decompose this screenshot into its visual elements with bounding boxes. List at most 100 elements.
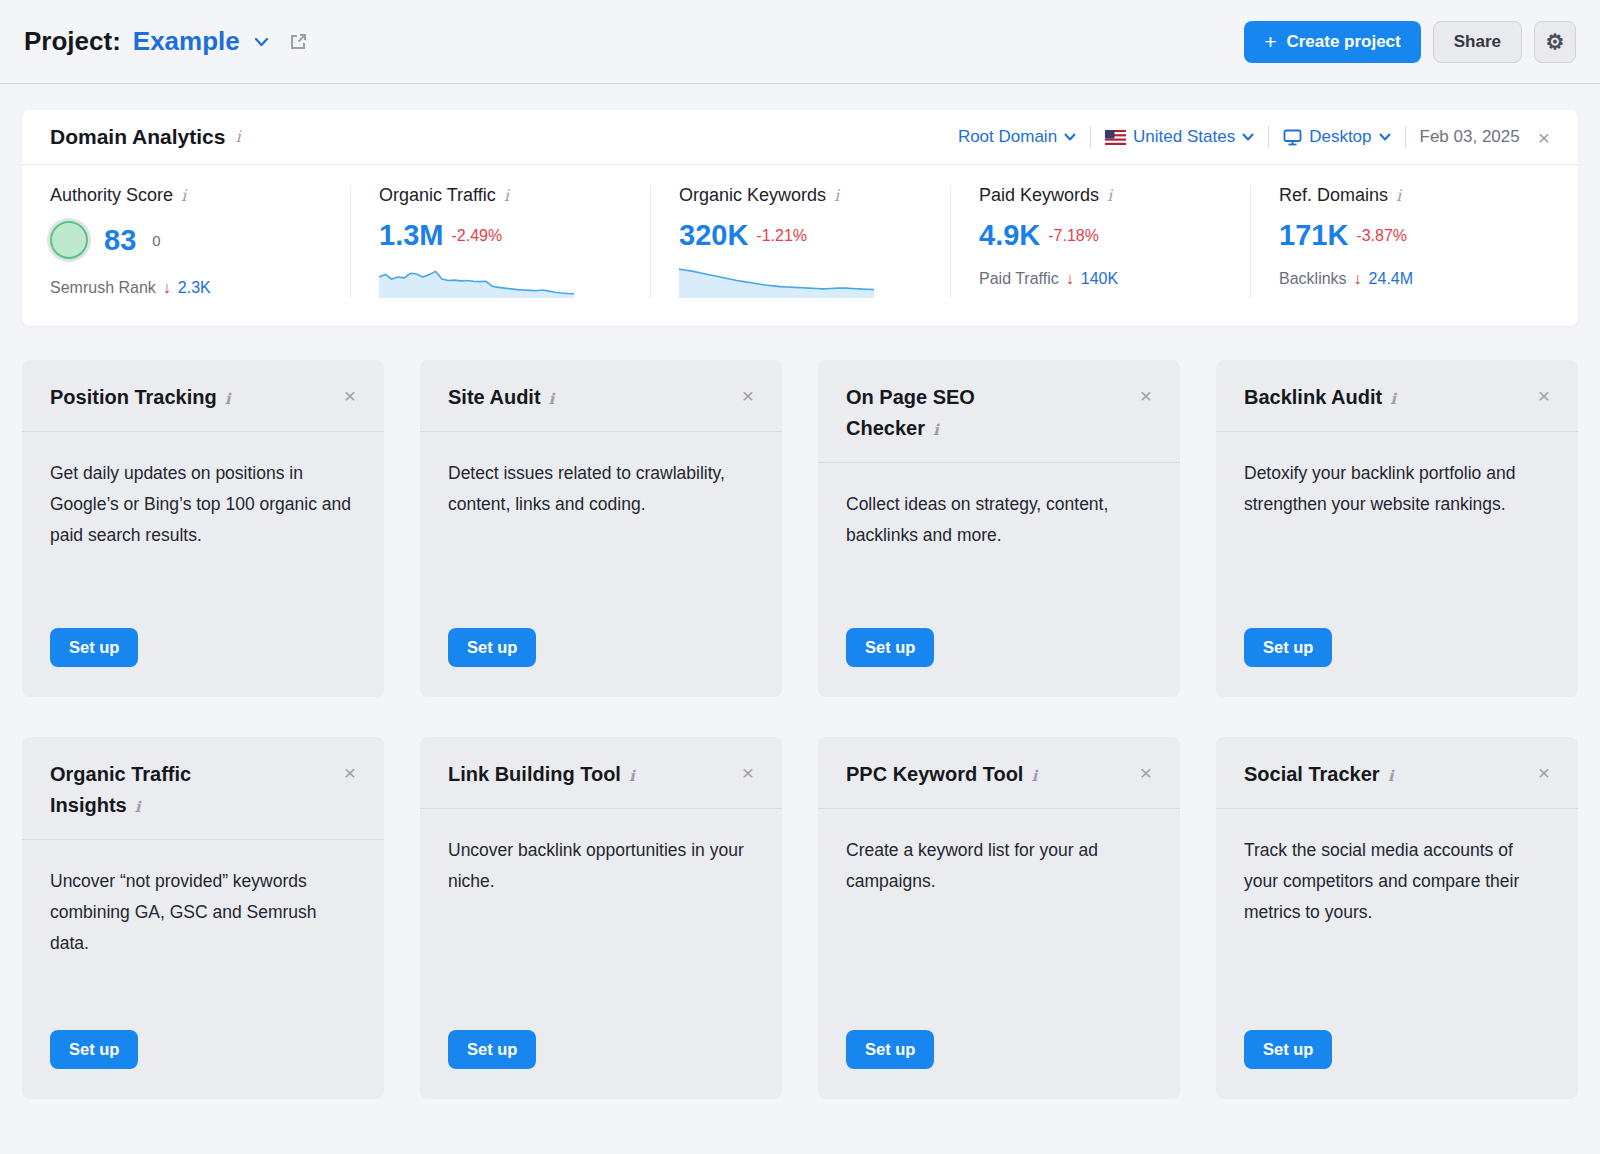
- close-icon[interactable]: ×: [1140, 382, 1152, 406]
- setup-button[interactable]: Set up: [846, 628, 934, 667]
- info-icon[interactable]: i: [1031, 767, 1037, 785]
- sub-metric-label: Paid Traffic: [979, 270, 1059, 288]
- plus-icon: +: [1264, 31, 1276, 52]
- setup-button[interactable]: Set up: [448, 628, 536, 667]
- info-icon[interactable]: i: [629, 767, 635, 785]
- metric-label: Authority Score: [50, 185, 173, 206]
- card-title: PPC Keyword Tool: [846, 763, 1023, 785]
- metric-value[interactable]: 4.9K: [979, 221, 1040, 250]
- setup-button[interactable]: Set up: [846, 1030, 934, 1069]
- card-link-building-tool: Link Building Tool i × Uncover backlink o…: [420, 737, 782, 1099]
- info-icon[interactable]: i: [1396, 188, 1401, 204]
- info-icon[interactable]: i: [504, 188, 509, 204]
- info-icon[interactable]: i: [1390, 390, 1396, 408]
- divider: [1405, 126, 1406, 148]
- card-on-page-seo-checker: On Page SEO Checkeri × Collect ideas on …: [818, 360, 1180, 697]
- metric-organic-keywords: Organic Keywords i 320K -1.21%: [650, 185, 950, 298]
- card-title: Organic Traffic Insights: [50, 763, 191, 816]
- chevron-down-icon: [1064, 133, 1076, 141]
- close-icon[interactable]: ×: [344, 759, 356, 783]
- authority-score-gauge: [50, 221, 88, 259]
- metric-label: Organic Traffic: [379, 185, 496, 206]
- metric-delta: -7.18%: [1048, 227, 1099, 245]
- card-description: Collect ideas on strategy, content, back…: [846, 489, 1152, 551]
- metric-value[interactable]: 320K: [679, 221, 748, 250]
- create-project-label: Create project: [1286, 32, 1400, 52]
- sub-metric-value[interactable]: 24.4M: [1369, 270, 1413, 288]
- external-link-icon[interactable]: [289, 32, 308, 51]
- down-arrow-icon: ↓: [163, 279, 171, 297]
- domain-analytics-panel: Domain Analytics i Root Domain United St…: [22, 110, 1578, 326]
- device-filter[interactable]: Desktop: [1283, 127, 1390, 147]
- card-site-audit: Site Auditi × Detect issues related to c…: [420, 360, 782, 697]
- organic-keywords-sparkline: [679, 260, 874, 298]
- card-description: Detoxify your backlink portfolio and str…: [1244, 458, 1550, 520]
- settings-button[interactable]: ⚙: [1534, 21, 1576, 63]
- metric-value[interactable]: 1.3M: [379, 221, 443, 250]
- metric-paid-keywords: Paid Keywords i 4.9K -7.18% Paid Traffic…: [950, 185, 1250, 298]
- us-flag-icon: [1105, 130, 1126, 145]
- metric-authority-score: Authority Score i 83 0 Semrush Rank ↓ 2.…: [50, 185, 350, 298]
- filters-bar: Root Domain United States Desktop: [958, 126, 1550, 148]
- setup-button[interactable]: Set up: [50, 1030, 138, 1069]
- country-filter[interactable]: United States: [1105, 127, 1254, 147]
- card-social-tracker: Social Tracker i × Track the social media…: [1216, 737, 1578, 1099]
- setup-button[interactable]: Set up: [1244, 1030, 1332, 1069]
- info-icon[interactable]: i: [181, 188, 186, 204]
- card-description: Create a keyword list for your ad campai…: [846, 835, 1152, 897]
- close-icon[interactable]: ×: [1538, 382, 1550, 406]
- card-description: Uncover “not provided” keywords combinin…: [50, 866, 356, 959]
- card-title: Social Tracker: [1244, 763, 1380, 785]
- domain-analytics-header: Domain Analytics i Root Domain United St…: [22, 110, 1578, 165]
- close-icon[interactable]: ×: [742, 382, 754, 406]
- info-icon[interactable]: i: [135, 798, 141, 816]
- info-icon[interactable]: i: [1107, 188, 1112, 204]
- metric-label: Ref. Domains: [1279, 185, 1388, 206]
- setup-button[interactable]: Set up: [448, 1030, 536, 1069]
- project-label: Project:: [24, 26, 121, 57]
- desktop-icon: [1283, 129, 1302, 146]
- root-domain-filter[interactable]: Root Domain: [958, 127, 1076, 147]
- card-description: Track the social media accounts of your …: [1244, 835, 1550, 928]
- metric-value-note: 0: [152, 232, 160, 249]
- close-icon[interactable]: ×: [742, 759, 754, 783]
- info-icon[interactable]: i: [1388, 767, 1394, 785]
- setup-button[interactable]: Set up: [50, 628, 138, 667]
- divider: [1268, 126, 1269, 148]
- card-description: Detect issues related to crawlability, c…: [448, 458, 754, 520]
- organic-traffic-sparkline: [379, 260, 574, 298]
- share-button[interactable]: Share: [1433, 21, 1522, 63]
- chevron-down-icon: [1242, 133, 1254, 141]
- metric-label: Paid Keywords: [979, 185, 1099, 206]
- divider: [1090, 126, 1091, 148]
- metric-delta: -3.87%: [1356, 227, 1407, 245]
- close-icon[interactable]: ×: [1538, 127, 1550, 148]
- metric-label: Organic Keywords: [679, 185, 826, 206]
- card-description: Uncover backlink opportunities in your n…: [448, 835, 754, 897]
- metric-ref-domains: Ref. Domains i 171K -3.87% Backlinks ↓ 2…: [1250, 185, 1550, 298]
- metric-value: 83: [104, 226, 136, 255]
- card-description: Get daily updates on positions in Google…: [50, 458, 356, 551]
- card-title: Link Building Tool: [448, 763, 621, 785]
- close-icon[interactable]: ×: [1538, 759, 1550, 783]
- sub-metric-value[interactable]: 2.3K: [178, 279, 211, 297]
- create-project-button[interactable]: + Create project: [1244, 21, 1421, 63]
- close-icon[interactable]: ×: [1140, 759, 1152, 783]
- info-icon[interactable]: i: [225, 390, 231, 408]
- project-header: Project: Example: [24, 26, 308, 57]
- info-icon[interactable]: i: [834, 188, 839, 204]
- project-name-link[interactable]: Example: [133, 26, 240, 57]
- card-title: Backlink Audit: [1244, 386, 1382, 408]
- top-bar: Project: Example + Create project Share …: [0, 0, 1600, 84]
- panel-title: Domain Analytics: [50, 125, 225, 149]
- chevron-down-icon[interactable]: [254, 37, 269, 47]
- info-icon[interactable]: i: [235, 129, 240, 145]
- close-icon[interactable]: ×: [344, 382, 356, 406]
- info-icon[interactable]: i: [933, 421, 939, 439]
- card-backlink-audit: Backlink Audit i × Detoxify your backlink…: [1216, 360, 1578, 697]
- metric-value[interactable]: 171K: [1279, 221, 1348, 250]
- card-position-tracking: Position Trackingi × Get daily updates o…: [22, 360, 384, 697]
- info-icon[interactable]: i: [549, 390, 555, 408]
- setup-button[interactable]: Set up: [1244, 628, 1332, 667]
- sub-metric-value[interactable]: 140K: [1081, 270, 1118, 288]
